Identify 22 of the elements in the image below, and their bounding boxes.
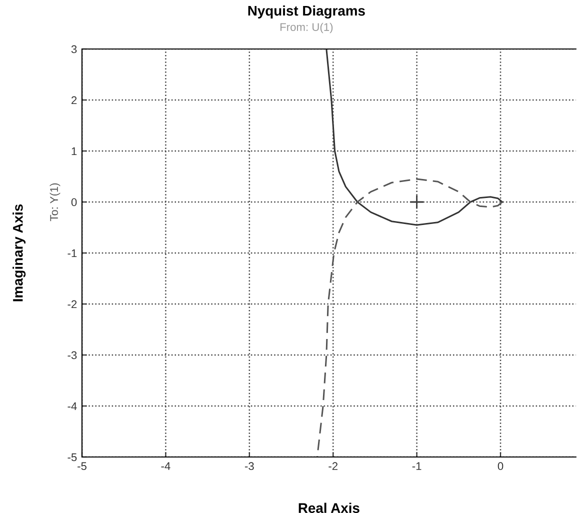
x-tick-label: -4: [161, 462, 170, 470]
y-tick-label: -2: [68, 300, 77, 308]
line-series: [316, 178, 503, 457]
chart-subtitle: From: U(1): [280, 22, 333, 34]
x-tick-label: -5: [78, 462, 86, 470]
line-series: [326, 49, 503, 226]
text: To: Y(1): [50, 183, 60, 222]
x-tick-label: -1: [412, 462, 422, 470]
x-tick-label: -2: [328, 462, 338, 470]
y-tick-label: -5: [68, 453, 77, 462]
y-tick-label: 2: [72, 96, 77, 104]
y-axis-title: Imaginary Axis: [12, 204, 26, 302]
y-tick-label: -1: [68, 249, 77, 258]
y-tick-label: -3: [68, 351, 77, 360]
x-axis-title: Real Axis: [298, 502, 360, 513]
y-tick-label: 0: [71, 198, 77, 206]
y-tick-label: 1: [72, 147, 77, 156]
chart-title: Nyquist Diagrams: [248, 5, 365, 19]
y-tick-label: 3: [71, 45, 77, 54]
x-tick-label: 0: [498, 462, 504, 470]
x-tick-label: -3: [244, 462, 254, 470]
y-tick-label: -4: [68, 402, 77, 410]
